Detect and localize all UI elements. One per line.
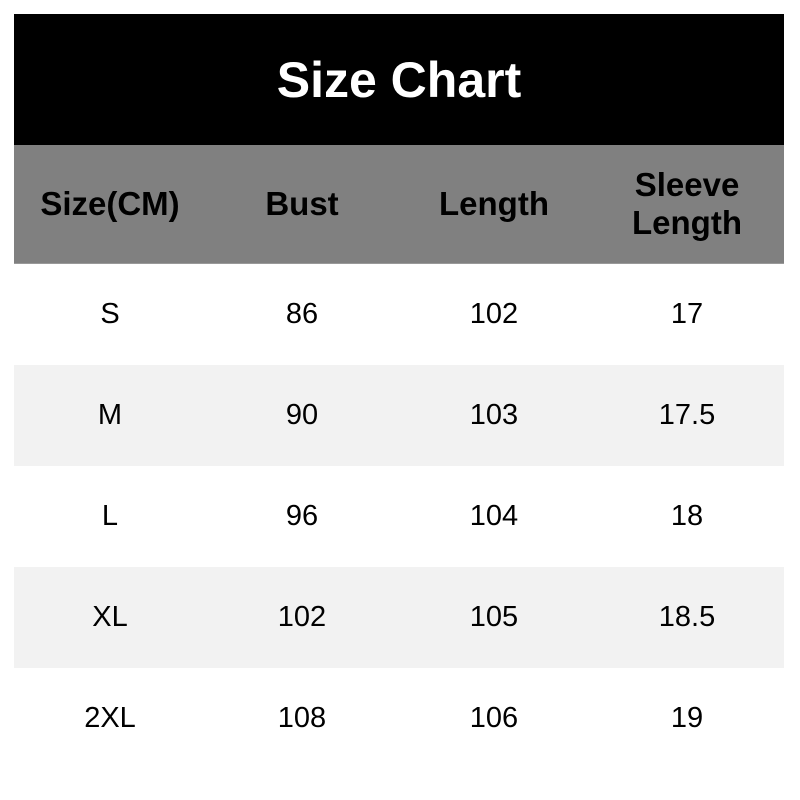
table-cell: 90: [206, 365, 398, 466]
table-row: 2XL 108 106 19: [14, 668, 784, 769]
table-cell: 104: [469, 500, 519, 532]
table-row: XL 102 105 18.5: [14, 567, 784, 668]
table-cell: 18.5: [590, 567, 784, 668]
header-length: Length: [398, 145, 590, 264]
table-cell: 106: [469, 702, 519, 734]
table-row: S 86 102 17: [14, 264, 784, 366]
table-cell: 108: [277, 702, 327, 734]
table-cell: M: [14, 365, 206, 466]
header-row: Size(CM) Bust Length Sleeve Length: [14, 145, 784, 264]
table-cell: 18: [670, 500, 704, 532]
header-size: Size(CM): [14, 145, 206, 264]
table-cell: 19: [670, 702, 704, 734]
size-table: Size(CM) Bust Length Sleeve Length S 86 10…: [14, 145, 784, 769]
table-cell: 103: [398, 365, 590, 466]
table-cell: 102: [469, 298, 519, 330]
header-bust: Bust: [206, 145, 398, 264]
table-cell: L: [101, 500, 119, 532]
table-cell: 105: [398, 567, 590, 668]
table-cell: 102: [206, 567, 398, 668]
header-sleeve-length: Sleeve Length: [590, 145, 784, 264]
chart-title: Size Chart: [14, 14, 784, 145]
table-cell: 2XL: [84, 702, 136, 734]
table-cell: S: [100, 298, 120, 330]
table-cell: 86: [285, 298, 319, 330]
table-cell: 17: [670, 298, 704, 330]
table-cell: XL: [14, 567, 206, 668]
table-row: M 90 103 17.5: [14, 365, 784, 466]
table-row: L 96 104 18: [14, 466, 784, 567]
table-cell: 17.5: [590, 365, 784, 466]
table-cell: 96: [285, 500, 319, 532]
